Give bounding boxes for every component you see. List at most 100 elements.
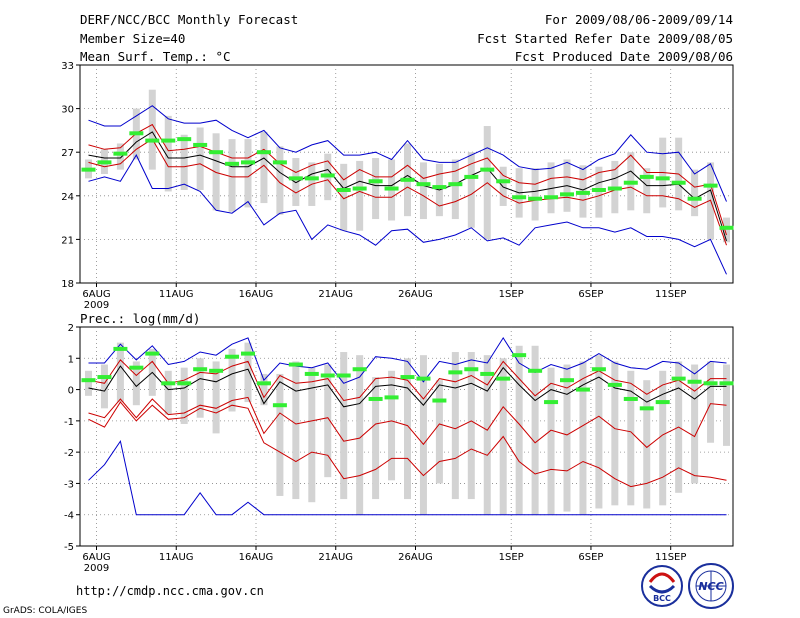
prec-spread-box [372,377,380,500]
temp-forecast-marker [544,195,559,200]
prec-forecast-marker [97,375,112,380]
temp-spread-box [531,168,539,221]
prec-forecast-marker [560,378,574,383]
temp-spread-box [244,139,252,208]
prec-forecast-marker [225,354,240,359]
temp-ytick-label: 21 [61,235,74,246]
prec-spread-box [515,345,523,515]
temp-forecast-marker [209,150,224,155]
temp-xtick-label: 6AUG [82,289,110,300]
temp-spread-box [467,152,475,228]
temp-forecast-marker [623,180,638,185]
prec-spread-box [435,380,443,484]
temp-spread-box [228,139,236,212]
prec-forecast-marker [544,400,559,405]
temp-ytick-label: 27 [61,148,74,159]
temp-spread-box [723,217,730,243]
prec-forecast-marker [209,368,224,373]
temp-ytick-label: 18 [61,279,74,290]
temp-ytick-label: 33 [61,61,74,72]
prec-ytick-label: -5 [64,542,74,553]
temp-forecast-marker [368,179,383,184]
bcc-logo-ring [641,565,683,607]
temp-forecast-marker [432,185,447,190]
temp-forecast-marker [480,167,495,172]
temp-xtick-label: 26AUG [398,289,433,300]
prec-forecast-marker [575,387,590,392]
bcc-logo-swirl-blue [648,584,676,594]
prec-spread-box [419,355,427,515]
prec-spread-box [691,364,699,484]
temp-spread-box [595,166,603,218]
forecast-period: For 2009/08/06-2009/09/14 [545,12,733,27]
ncc-logo-text: NCC [698,580,723,593]
prec-forecast-marker [464,367,479,372]
prec-spread-box [643,380,651,509]
temp-forecast-marker [703,183,718,188]
prec-forecast-marker [400,375,415,380]
grads-credit: GrADS: COLA/IGES [3,606,87,616]
temp-spread-box [691,169,699,217]
prec-min-line [88,439,727,516]
prec-spread-box [85,370,92,396]
prec-spread-box [483,355,491,515]
temp-spread-box [164,115,172,192]
variable-label: Mean Surf. Temp.: °C [80,49,231,64]
prec-spread-box [547,367,555,515]
temp-spread-box [340,163,348,231]
temp-spread-box [372,158,380,220]
temp-spread-box [292,158,300,206]
prec-xtick-label: 6AUG [82,552,110,563]
prec-spread-box [212,361,220,434]
temp-forecast-marker [336,187,351,192]
prec-forecast-marker [528,368,543,373]
prec-forecast-marker [416,376,431,381]
prec-spread-box [340,352,348,500]
temp-forecast-marker [352,186,367,191]
prec-spread-box [308,367,316,503]
prec-spread-box [164,370,172,415]
prec-forecast-marker [113,346,128,351]
prec-forecast-marker [129,365,144,370]
prec-forecast-marker [161,381,176,386]
prec-forecast-marker [193,367,208,372]
temp-spread-box [643,168,651,214]
prec-spread-box [611,361,619,506]
chart-title: DERF/NCC/BCC Monthly Forecast [80,12,298,27]
temp-forecast-marker [512,195,527,200]
prec-xtick-label: 26AUG [398,552,433,563]
prec-forecast-marker [256,381,271,386]
temp-forecast-marker [528,196,543,201]
prec-spread-box [244,342,252,403]
member-size: Member Size=40 [80,31,185,46]
temp-forecast-marker [607,186,622,191]
temp-spread-box [451,159,459,220]
footer-url: http://cmdp.ncc.cma.gov.cn [76,584,264,598]
temp-spread-box [276,146,284,215]
prec-lower-line [88,396,727,449]
prec-spread-box [260,373,268,406]
prec-ytick-label: 1 [68,354,74,365]
prec-forecast-marker [607,382,622,387]
temp-xtick-label: 11AUG [159,289,194,300]
temp-forecast-marker [687,196,702,201]
prec-spread-box [196,358,204,418]
prec-forecast-marker [336,373,351,378]
prec-forecast-marker [639,406,654,411]
prec-xtick-label: 11SEP [655,552,686,563]
temp-xtick-label: 11SEP [655,289,686,300]
prec-spread-box [132,361,140,406]
prec-forecast-marker [384,395,399,400]
temp-forecast-marker [639,174,654,179]
temp-forecast-marker [560,192,574,197]
temp-xtick-label: 6SEP [578,289,603,300]
temp-spread-box [419,162,427,220]
prec-forecast-marker [480,371,495,376]
temp-spread-box [212,133,220,211]
temp-spread-box [196,127,204,190]
temp-forecast-marker [81,167,96,172]
prec-spread-box [531,345,539,515]
prec-spread-box [228,348,236,412]
prec-ytick-label: -1 [64,417,74,428]
